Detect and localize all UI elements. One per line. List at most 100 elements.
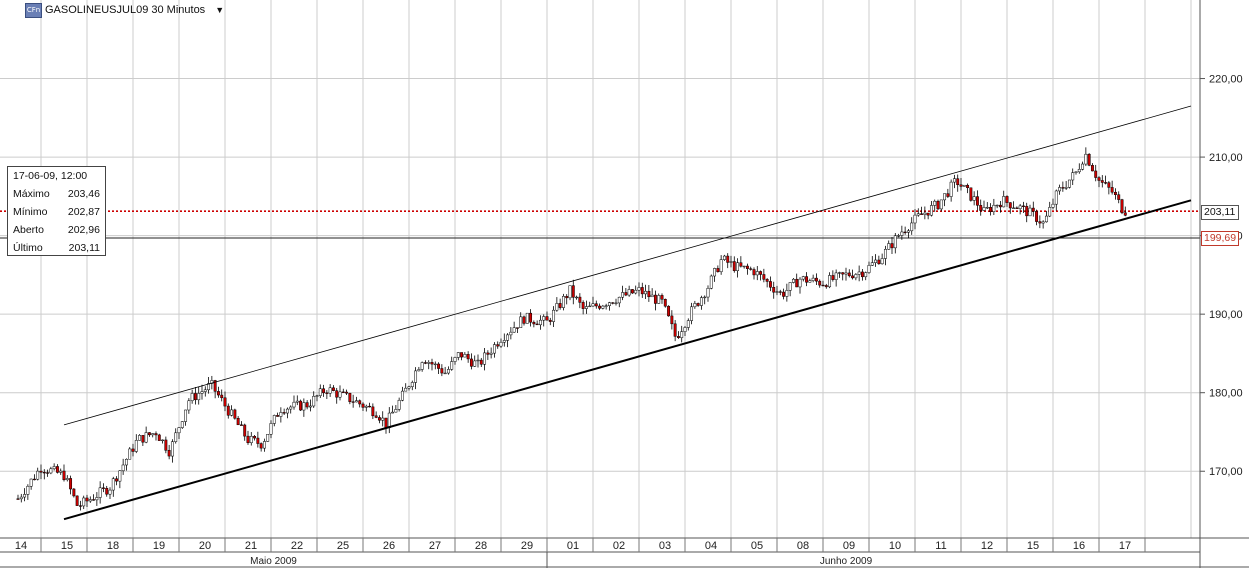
candle-body [709,275,713,289]
candle-body [706,287,710,298]
candle-body [65,478,69,481]
candle-body [473,360,477,367]
candle-body [230,409,234,416]
candle-body [1018,205,1022,209]
candle-body [1061,187,1065,189]
candle-body [433,363,437,366]
candle-body [693,303,697,308]
candle-body [542,316,546,321]
x-tick-label: 01 [567,540,579,552]
candle-body [397,399,401,410]
candle-body [282,412,286,414]
candle-body [883,249,887,259]
candle-body [690,306,694,321]
candle-body [926,212,930,216]
candle-body [985,207,989,209]
candle-body [253,436,257,439]
last-value: 203,11 [68,242,100,254]
candle-body [834,272,838,280]
candle-body [877,259,881,265]
candle-body [630,289,634,294]
candle-body [594,303,598,307]
x-tick-label: 21 [245,540,257,552]
candle-body [243,424,247,437]
x-tick-label: 09 [843,540,855,552]
candle-body [121,464,125,472]
month-label: Maio 2009 [250,556,297,567]
candle-body [798,278,802,288]
candle-body [644,290,648,295]
candle-body [440,368,444,374]
candle-body [598,305,602,309]
x-tick-label: 29 [521,540,533,552]
x-tick-label: 19 [153,540,165,552]
candle-body [591,303,595,307]
candle-body [1104,182,1108,184]
candle-body [427,362,431,364]
candle-body [943,193,947,201]
candle-body [801,276,805,280]
candles [16,147,1127,511]
candle-body [1071,172,1075,181]
candle-body [979,205,983,211]
candle-body [1084,153,1088,165]
candle-body [147,432,151,436]
candle-body [880,258,884,265]
candle-body [1090,165,1094,172]
candle-body [289,406,293,410]
candle-body [164,439,168,451]
candle-body [351,401,355,403]
candle-body [568,285,572,299]
candle-body [345,391,349,394]
candle-body [893,235,897,249]
candle-body [703,296,707,299]
candle-body [811,277,815,281]
candle-body [134,440,138,452]
candle-body [729,261,733,263]
candle-body [821,284,825,287]
candle-body [1054,190,1058,205]
candle-body [144,432,148,443]
candle-body [923,212,927,215]
candle-body [368,405,372,408]
chevron-down-icon[interactable]: ▼ [215,5,225,15]
candle-body [417,369,421,372]
candle-body [295,400,299,403]
candle-body [775,291,779,293]
candle-body [509,331,513,336]
candle-body [305,402,309,408]
candle-body [864,272,868,278]
candle-body [381,417,385,421]
candle-body [742,265,746,268]
candle-body [177,427,181,434]
candle-body [1012,207,1016,209]
candle-body [660,295,664,300]
candle-body [532,321,536,325]
candle-body [124,458,128,466]
candle-body [111,478,115,491]
candle-body [69,478,73,490]
candle-body [686,320,690,328]
candle-body [969,187,973,201]
candle-body [128,448,132,460]
x-tick-label: 05 [751,540,763,552]
candle-body [837,272,841,274]
candle-body [683,327,687,332]
candle-body [453,357,457,362]
candle-body [36,470,40,480]
candle-body [489,352,493,355]
candle-body [430,362,434,365]
candle-body [42,472,46,474]
candle-body [650,294,654,298]
candle-body [575,296,579,299]
candle-body [782,291,786,297]
candle-body [621,292,625,298]
candle-body [676,336,680,338]
candle-body [469,358,473,367]
candle-body [699,297,703,306]
candle-body [279,412,283,417]
candle-body [1067,179,1071,188]
candle-body [952,178,956,183]
candle-body [1005,196,1009,203]
